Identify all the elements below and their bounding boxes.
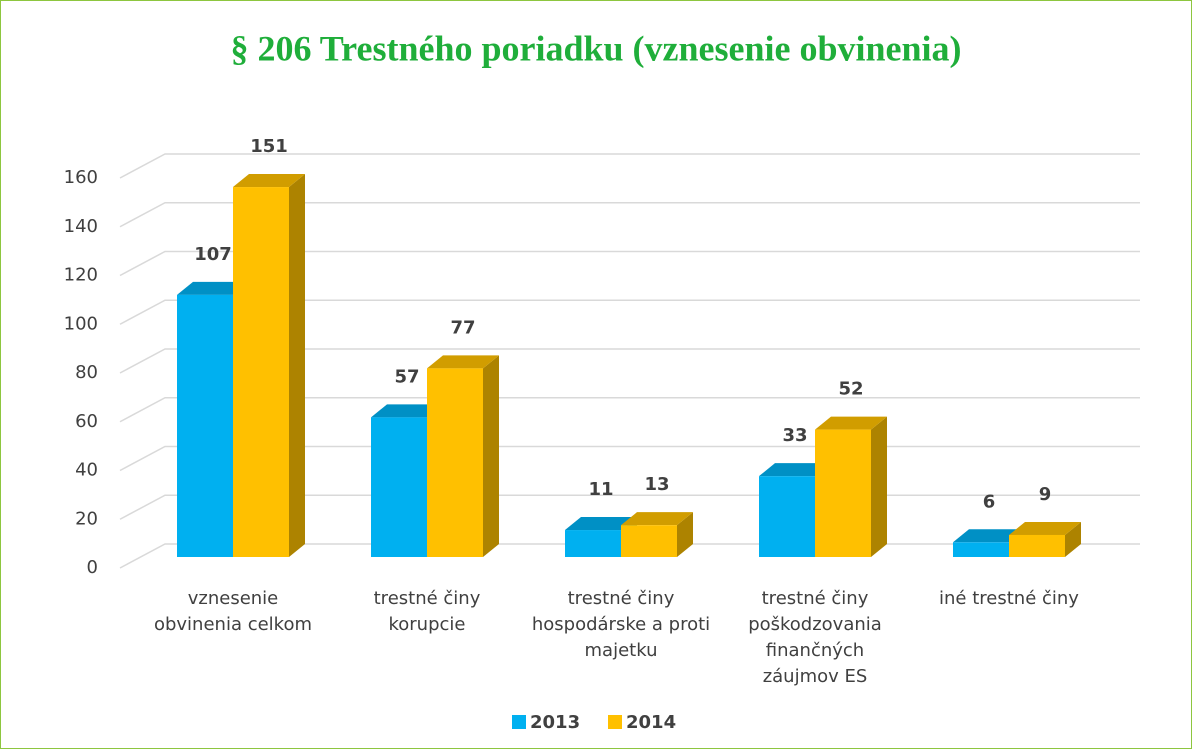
grid-line (119, 397, 1140, 423)
data-label: 33 (782, 425, 807, 446)
bar-top (177, 281, 249, 295)
bar-top (815, 416, 887, 430)
legend-label: 2013 (530, 712, 580, 733)
bar-top (953, 529, 1025, 543)
x-tick-label: trestné činy poškodzovania finančných zá… (748, 588, 882, 687)
bar-top (565, 517, 637, 531)
y-tick-label: 100 (64, 313, 98, 334)
x-tick-label: trestné činy hospodárske a proti majetku (531, 588, 711, 661)
grid-line (119, 250, 1140, 277)
bar-top (427, 355, 499, 369)
bar (1009, 534, 1065, 557)
x-tick-label: iné trestné činy (939, 588, 1079, 609)
bar (815, 429, 871, 557)
y-tick-label: 80 (75, 362, 98, 383)
y-tick-label: 120 (64, 265, 98, 286)
legend-swatch (512, 715, 526, 729)
data-label: 52 (838, 379, 863, 400)
x-tick-label: vznesenie obvinenia celkom (153, 588, 313, 635)
y-tick-label: 60 (75, 411, 98, 432)
grid-line (119, 348, 1140, 374)
chart-title: § 206 Trestného poriadku (vznesenie obvi… (230, 28, 961, 68)
data-label: 13 (644, 474, 669, 495)
bar (371, 417, 427, 557)
data-label: 6 (983, 491, 996, 512)
data-label: 77 (450, 317, 475, 338)
bar-side (483, 355, 499, 557)
data-label: 151 (250, 136, 288, 157)
grid-line (119, 299, 1140, 325)
data-label: 11 (588, 479, 613, 500)
data-label: 9 (1039, 484, 1052, 505)
bar-side (1065, 521, 1081, 557)
bar-side (871, 416, 887, 557)
grid-line (119, 153, 1140, 179)
bar (427, 368, 483, 557)
data-label: 57 (394, 366, 419, 387)
bar (953, 542, 1009, 557)
bar-top (371, 404, 443, 418)
bar (177, 294, 233, 557)
x-tick-label: trestné činy korupcie (373, 588, 481, 635)
data-label: 107 (194, 244, 232, 265)
y-tick-label: 0 (87, 557, 98, 578)
y-tick-label: 140 (64, 216, 98, 237)
legend-swatch (608, 715, 622, 729)
bar (759, 476, 815, 557)
y-tick-label: 20 (75, 508, 98, 529)
y-tick-label: 40 (75, 460, 98, 481)
bar-top (233, 174, 305, 188)
bar (621, 525, 677, 557)
bar-top (621, 512, 693, 526)
bar-side (289, 174, 305, 558)
bar-top (1009, 521, 1081, 535)
legend-label: 2014 (626, 712, 676, 733)
bar (565, 530, 621, 557)
bar-side (677, 512, 693, 557)
grid-line (119, 202, 1140, 228)
bar-top (759, 463, 831, 477)
bar (233, 187, 289, 558)
y-tick-label: 160 (64, 167, 98, 188)
